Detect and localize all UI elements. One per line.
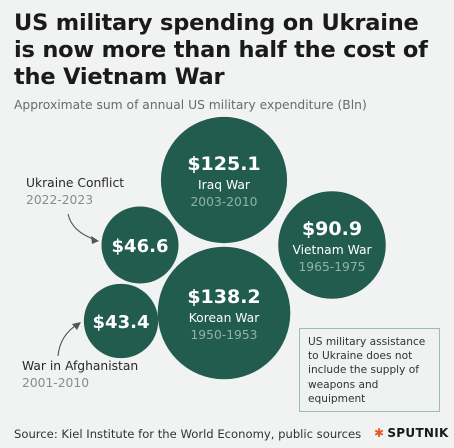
label-afghanistan-name: War in Afghanistan <box>22 359 139 373</box>
bubble-iraq-war <box>160 116 288 244</box>
bubble-name-vietnam-war: Vietnam War <box>292 243 372 257</box>
bubbles-group: $125.1 Iraq War 2003-2010 $90.9 Vietnam War 1… <box>83 116 386 380</box>
label-afghanistan-years: 2001-2010 <box>22 376 90 390</box>
bubble-value-ukraine-conflict: $46.6 <box>112 236 169 257</box>
star-icon: ✱ <box>374 426 385 440</box>
bubble-value-war-in-afghanistan: $43.4 <box>93 312 150 333</box>
label-ukraine-years: 2022-2023 <box>26 193 94 207</box>
brand-name: SPUTNIK <box>387 426 449 440</box>
arrow-ukraine-line <box>67 213 97 241</box>
bubble-korean-war <box>157 246 291 380</box>
source-text: Source: Kiel Institute for the World Eco… <box>14 427 362 441</box>
chart-title: US military spending on Ukraine is now m… <box>14 10 428 90</box>
arrow-afghanistan-line <box>57 323 79 357</box>
bubble-ukraine-conflict <box>101 206 179 284</box>
chart-subtitle: Approximate sum of annual US military ex… <box>14 98 367 112</box>
annotation-arrows <box>57 213 99 357</box>
arrow-ukraine-head <box>91 236 99 244</box>
bubble-value-korean-war: $138.2 <box>187 286 260 308</box>
bubble-years-korean-war: 1950-1953 <box>190 328 257 342</box>
sputnik-logo: ✱ SPUTNIK <box>374 426 449 440</box>
bubble-years-iraq-war: 2003-2010 <box>190 195 257 209</box>
bubble-war-in-afghanistan <box>83 283 159 359</box>
bubble-name-korean-war: Korean War <box>189 311 260 325</box>
bubble-value-vietnam-war: $90.9 <box>302 218 362 240</box>
bubble-years-vietnam-war: 1965-1975 <box>298 260 365 274</box>
bubble-name-iraq-war: Iraq War <box>198 178 251 192</box>
footnote-box: US military assistance to Ukraine does n… <box>299 328 440 412</box>
bubble-value-iraq-war: $125.1 <box>187 153 260 175</box>
arrow-afghanistan-head <box>72 322 81 330</box>
label-ukraine-name: Ukraine Conflict <box>26 176 125 190</box>
bubble-vietnam-war <box>278 191 386 299</box>
